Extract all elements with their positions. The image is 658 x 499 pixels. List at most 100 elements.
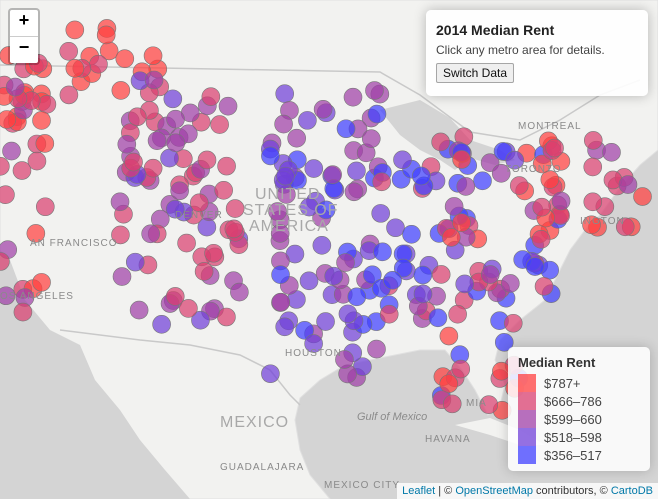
metro-marker[interactable] (347, 161, 366, 181)
metro-marker[interactable] (353, 357, 372, 376)
metro-marker[interactable] (111, 81, 131, 100)
metro-marker[interactable] (373, 242, 392, 262)
metro-marker[interactable] (304, 334, 323, 353)
metro-marker[interactable] (402, 224, 421, 244)
metro-marker[interactable] (274, 114, 293, 134)
metro-marker[interactable] (225, 199, 245, 218)
metro-marker[interactable] (177, 233, 196, 253)
metro-marker[interactable] (336, 253, 355, 272)
metro-marker[interactable] (27, 151, 47, 171)
metro-marker[interactable] (0, 185, 15, 205)
switch-data-button[interactable]: Switch Data (436, 63, 515, 83)
metro-marker[interactable] (112, 267, 132, 286)
metro-marker[interactable] (26, 224, 46, 243)
metro-marker[interactable] (2, 141, 21, 161)
metro-marker[interactable] (96, 25, 116, 45)
metro-marker[interactable] (452, 150, 471, 169)
metro-marker[interactable] (393, 258, 413, 278)
metro-marker[interactable] (304, 159, 324, 178)
metro-marker[interactable] (503, 313, 523, 333)
metro-marker[interactable] (143, 158, 163, 178)
metro-marker[interactable] (582, 215, 601, 235)
metro-marker[interactable] (197, 150, 217, 170)
metro-marker[interactable] (299, 271, 319, 291)
metro-marker[interactable] (413, 284, 433, 304)
metro-marker[interactable] (143, 46, 163, 66)
metro-marker[interactable] (65, 20, 85, 40)
metro-marker[interactable] (413, 265, 433, 285)
metro-marker[interactable] (615, 217, 635, 237)
metro-marker[interactable] (201, 87, 221, 106)
zoom-out-button[interactable]: − (10, 36, 38, 63)
metro-marker[interactable] (371, 204, 390, 223)
cartodb-link[interactable]: CartoDB (610, 485, 653, 497)
metro-marker[interactable] (531, 230, 551, 249)
metro-marker[interactable] (439, 326, 459, 346)
metro-marker[interactable] (37, 95, 57, 114)
metro-marker[interactable] (313, 99, 333, 119)
metro-marker[interactable] (509, 176, 529, 195)
metro-marker[interactable] (312, 236, 332, 255)
metro-marker[interactable] (386, 218, 405, 238)
metro-marker[interactable] (324, 266, 344, 286)
metro-marker[interactable] (428, 308, 448, 328)
metro-marker[interactable] (551, 191, 571, 211)
metro-marker[interactable] (271, 265, 290, 284)
metro-marker[interactable] (501, 274, 520, 293)
metro-marker[interactable] (210, 115, 229, 134)
metro-marker[interactable] (141, 224, 160, 244)
metro-marker[interactable] (455, 274, 475, 294)
metro-marker[interactable] (59, 41, 78, 61)
metro-marker[interactable] (190, 193, 209, 213)
metro-marker[interactable] (363, 265, 382, 285)
metro-marker[interactable] (165, 287, 185, 306)
metro-marker[interactable] (473, 171, 492, 191)
metro-marker[interactable] (583, 192, 603, 212)
metro-marker[interactable] (152, 315, 171, 334)
metro-marker[interactable] (431, 265, 451, 284)
metro-marker[interactable] (125, 252, 145, 272)
metro-marker[interactable] (336, 119, 356, 139)
metro-marker[interactable] (117, 134, 137, 154)
metro-marker[interactable] (545, 138, 564, 158)
metro-marker[interactable] (191, 310, 210, 330)
metro-marker[interactable] (275, 317, 294, 337)
metro-marker[interactable] (540, 170, 560, 189)
metro-marker[interactable] (204, 243, 223, 263)
metro-marker[interactable] (367, 104, 387, 124)
metro-marker[interactable] (365, 81, 384, 100)
metro-marker[interactable] (505, 150, 525, 170)
metro-marker[interactable] (170, 181, 189, 201)
leaflet-link[interactable]: Leaflet (402, 485, 436, 497)
metro-marker[interactable] (338, 304, 358, 324)
metro-marker[interactable] (583, 157, 603, 177)
metro-marker[interactable] (163, 89, 183, 109)
metro-marker[interactable] (441, 228, 461, 247)
metro-marker[interactable] (316, 200, 336, 220)
metro-marker[interactable] (0, 110, 17, 129)
metro-marker[interactable] (343, 87, 363, 107)
metro-marker[interactable] (532, 154, 552, 174)
metro-marker[interactable] (111, 225, 130, 245)
zoom-in-button[interactable]: + (18, 10, 30, 30)
metro-marker[interactable] (491, 164, 511, 183)
metro-marker[interactable] (89, 54, 108, 74)
metro-marker[interactable] (525, 257, 545, 276)
metro-marker[interactable] (268, 202, 287, 221)
metro-marker[interactable] (0, 252, 10, 271)
osm-link[interactable]: OpenStreetMap (455, 485, 533, 497)
metro-marker[interactable] (344, 182, 364, 202)
metro-marker[interactable] (316, 312, 335, 331)
metro-marker[interactable] (144, 70, 164, 90)
metro-marker[interactable] (65, 59, 85, 78)
metro-marker[interactable] (261, 146, 280, 166)
metro-marker[interactable] (431, 132, 450, 152)
metro-marker[interactable] (393, 150, 412, 170)
metro-marker[interactable] (439, 374, 459, 394)
metro-marker[interactable] (456, 177, 476, 196)
metro-marker[interactable] (36, 197, 55, 217)
metro-marker[interactable] (412, 166, 431, 186)
metro-marker[interactable] (444, 197, 464, 216)
metro-marker[interactable] (0, 286, 16, 306)
metro-marker[interactable] (124, 152, 143, 172)
